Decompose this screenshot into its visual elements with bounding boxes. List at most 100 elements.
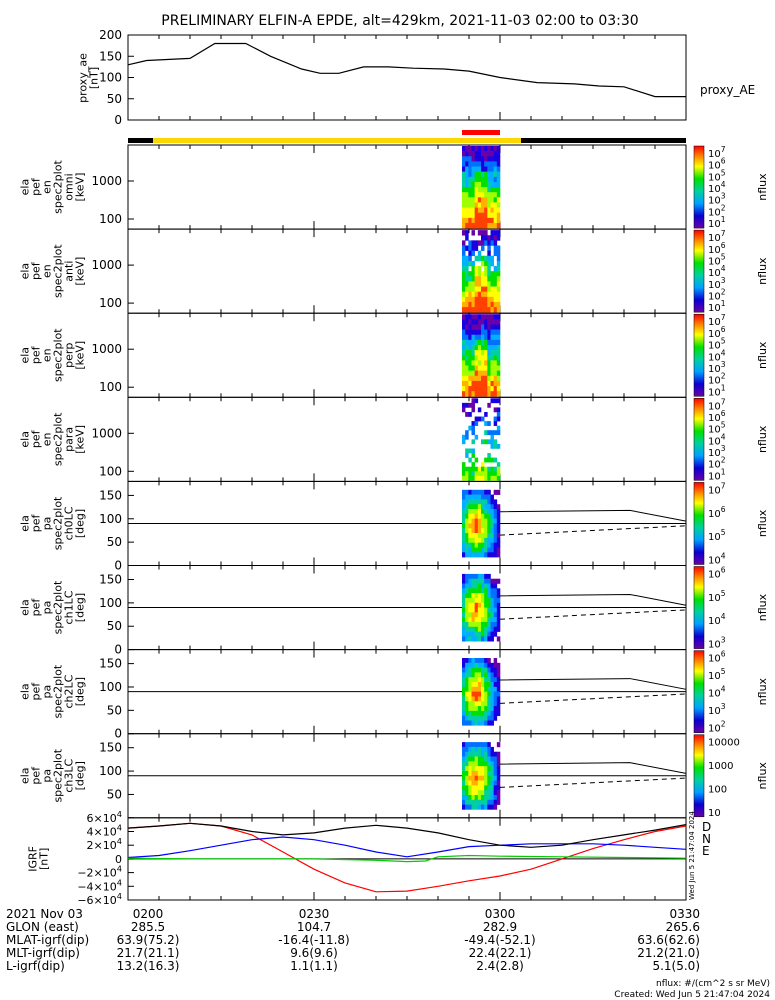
spec-cell xyxy=(481,235,485,241)
spec-cell xyxy=(474,457,479,463)
spec-cell xyxy=(477,250,482,257)
spec-cell xyxy=(465,662,469,668)
spec-cell xyxy=(496,547,501,553)
spec-cell xyxy=(471,593,475,599)
spec-cell xyxy=(493,756,498,762)
spec-cell xyxy=(493,780,498,786)
spec-cell xyxy=(484,411,488,417)
spec-cell xyxy=(465,489,469,495)
spec-cell xyxy=(487,542,491,548)
spec-cell xyxy=(484,360,488,366)
spec-cell xyxy=(496,171,501,178)
spec-cell xyxy=(468,504,472,510)
spec-cell xyxy=(474,799,479,805)
spec-panel-ylabel-line: spec2plot xyxy=(52,580,65,634)
footer-value: 63.9(75.2) xyxy=(117,933,180,947)
spec-cell xyxy=(481,344,485,351)
igrf-ytick-label: 2×104 xyxy=(87,836,122,852)
spec-cell xyxy=(493,281,498,287)
spec-cell xyxy=(474,329,479,336)
spec-cell xyxy=(465,804,469,810)
spec-cell xyxy=(465,701,469,707)
spec-panel-ylabel-line: spec2plot xyxy=(52,328,65,382)
spec-cell xyxy=(474,761,479,767)
spec-cell xyxy=(484,785,488,791)
spec-cell xyxy=(487,518,491,524)
spec-cell xyxy=(462,509,466,515)
colorbar-tick-label: 102 xyxy=(708,288,726,303)
spec-cell xyxy=(477,746,482,753)
spec-cell xyxy=(484,181,488,188)
spec-cell xyxy=(465,411,469,417)
spec-cell xyxy=(496,597,501,604)
spec-cell xyxy=(481,301,485,308)
spec-cell xyxy=(490,457,494,463)
spec-cell xyxy=(465,593,469,599)
spec-cell xyxy=(493,380,498,387)
spec-cell xyxy=(462,756,466,762)
spec-cell xyxy=(484,375,488,382)
spec-cell xyxy=(471,471,475,477)
spec-cell xyxy=(490,350,494,356)
spec-cell xyxy=(487,602,491,608)
spec-cell xyxy=(487,266,491,272)
spec-cell xyxy=(481,360,485,366)
spec-cell xyxy=(493,631,498,637)
spec-cell xyxy=(493,518,498,524)
spec-cell xyxy=(465,156,469,162)
spec-cell xyxy=(493,588,498,594)
spec-cell xyxy=(462,276,466,282)
colorbar-label: nflux xyxy=(756,677,769,705)
colorbar-tick-label: 102 xyxy=(708,720,726,735)
spec-cell xyxy=(474,291,479,298)
spec-cell xyxy=(474,597,479,604)
spec-cell xyxy=(462,471,466,477)
spec-cell xyxy=(477,677,482,683)
spec-cell xyxy=(490,775,494,781)
spec-cell xyxy=(490,370,494,377)
spec-cell xyxy=(481,751,485,757)
spec-cell xyxy=(462,207,466,214)
spec-cell xyxy=(496,202,501,208)
spec-cell xyxy=(493,421,498,426)
spec-cell xyxy=(465,365,469,371)
spec-cell xyxy=(465,448,469,454)
spec-cell xyxy=(471,499,475,505)
spec-cell xyxy=(487,804,491,810)
spec-cell xyxy=(496,181,501,188)
spec-cell xyxy=(496,235,501,241)
spec-cell xyxy=(490,171,494,178)
spec-cell xyxy=(496,187,501,193)
spec-cell xyxy=(471,547,475,553)
spec-cell xyxy=(487,314,491,320)
spec-panel-ylabel-line: spec2plot xyxy=(52,664,65,718)
colorbar-tick-label: 106 xyxy=(708,241,726,256)
spec-cell xyxy=(487,636,491,642)
spec-cell xyxy=(477,181,482,188)
igrf-series-N xyxy=(127,836,687,859)
spec-cell xyxy=(477,489,482,495)
spec-cell xyxy=(462,631,466,637)
spec-cell xyxy=(468,686,472,692)
spec-cell xyxy=(484,523,488,529)
spec-cell xyxy=(484,176,488,183)
spec-cell xyxy=(493,537,498,543)
spec-cell xyxy=(462,523,466,529)
spec-cell xyxy=(462,255,466,262)
colorbar xyxy=(693,145,705,229)
spec-cell xyxy=(468,578,472,584)
ae-ytick-label: 50 xyxy=(107,92,122,106)
spec-cell xyxy=(474,672,479,678)
spec-cell xyxy=(477,533,482,539)
spec-cell xyxy=(493,202,498,208)
spec-cell xyxy=(462,339,466,346)
spec-cell xyxy=(484,430,488,436)
spec-cell xyxy=(471,636,475,642)
spec-cell xyxy=(493,319,498,325)
spec-cell xyxy=(487,583,491,589)
spec-cell xyxy=(484,391,488,397)
spec-cell xyxy=(474,319,479,325)
spec-cell xyxy=(493,276,498,282)
spec-cell xyxy=(484,751,488,757)
